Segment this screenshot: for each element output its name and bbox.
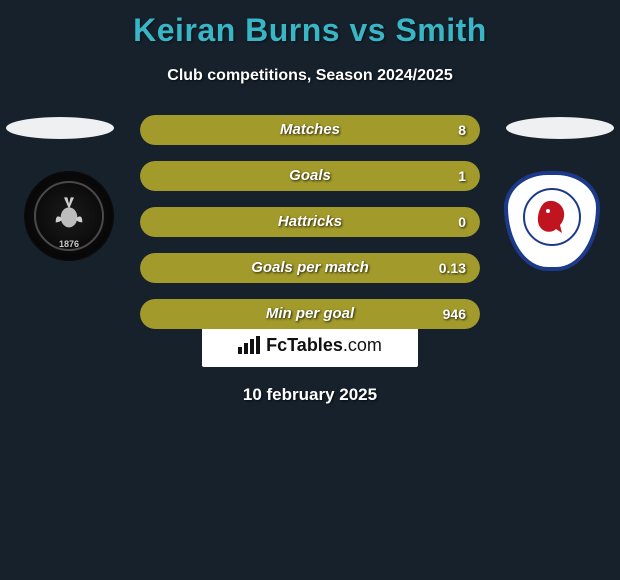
club-crest-left: 1876 — [24, 171, 114, 261]
stat-row: Hattricks0 — [140, 207, 480, 237]
stat-right-value: 0.13 — [439, 253, 466, 283]
player-avatar-left — [6, 117, 114, 139]
lion-icon — [532, 197, 572, 237]
bar-chart-icon — [238, 336, 260, 354]
stat-label: Min per goal — [140, 299, 480, 329]
player-avatar-right — [506, 117, 614, 139]
stat-right-value: 0 — [458, 207, 466, 237]
stat-bars: Matches8Goals1Hattricks0Goals per match0… — [140, 115, 480, 345]
stat-row: Goals1 — [140, 161, 480, 191]
club-crest-right — [504, 171, 600, 271]
stat-label: Hattricks — [140, 207, 480, 237]
stat-row: Min per goal946 — [140, 299, 480, 329]
stat-row: Goals per match0.13 — [140, 253, 480, 283]
page-title: Keiran Burns vs Smith — [0, 0, 620, 49]
page-subtitle: Club competitions, Season 2024/2025 — [0, 67, 620, 85]
stat-right-value: 8 — [458, 115, 466, 145]
stat-right-value: 1 — [458, 161, 466, 191]
stat-right-value: 946 — [443, 299, 466, 329]
crest-year: 1876 — [26, 239, 112, 249]
stat-label: Matches — [140, 115, 480, 145]
stat-label: Goals per match — [140, 253, 480, 283]
stat-row: Matches8 — [140, 115, 480, 145]
thistle-icon — [52, 194, 86, 234]
stat-label: Goals — [140, 161, 480, 191]
date-label: 10 february 2025 — [0, 385, 620, 405]
